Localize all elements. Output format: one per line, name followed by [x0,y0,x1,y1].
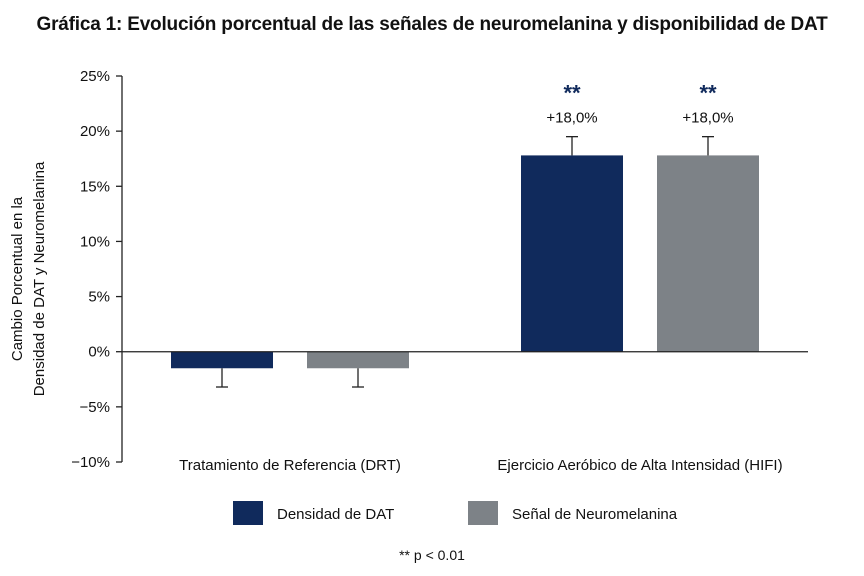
footnote: ** p < 0.01 [399,547,465,563]
legend-swatch [468,501,498,525]
bar [657,155,759,352]
bar [171,351,273,369]
data-label: +18,0% [682,110,733,127]
data-label: +18,0% [546,110,597,127]
y-tick-label: −5% [80,399,110,416]
bar [521,155,623,352]
y-axis-label-line: Densidad de DAT y Neuromelanina [31,161,48,396]
x-category-label: Tratamiento de Referencia (DRT) [179,457,401,474]
bars: +18,0% ** +18,0% ** [171,81,759,388]
significance-marker: ** [563,81,581,106]
y-axis-label: Cambio Porcentual en la Densidad de DAT y… [9,161,48,396]
y-tick-label: 25% [80,68,110,85]
legend-swatch [233,501,263,525]
y-axis-ticks: 25% 20% 15% 10% 5% 0% −5% −10% [71,68,122,471]
chart-title: Gráfica 1: Evolución porcentual de las s… [36,14,828,35]
x-category-label: Ejercicio Aeróbico de Alta Intensidad (H… [497,457,782,474]
bar [307,351,409,369]
y-tick-label: −10% [71,454,110,471]
y-tick-label: 20% [80,123,110,140]
y-axis-label-line: Cambio Porcentual en la [9,196,26,361]
y-tick-label: 15% [80,178,110,195]
y-tick-label: 5% [88,289,110,306]
y-tick-label: 10% [80,233,110,250]
legend: Densidad de DAT Señal de Neuromelanina [233,501,678,525]
y-tick-label: 0% [88,344,110,361]
legend-label: Densidad de DAT [277,506,394,523]
significance-marker: ** [699,81,717,106]
category-labels: Tratamiento de Referencia (DRT) Ejercicio… [179,457,782,474]
legend-label: Señal de Neuromelanina [512,506,678,523]
